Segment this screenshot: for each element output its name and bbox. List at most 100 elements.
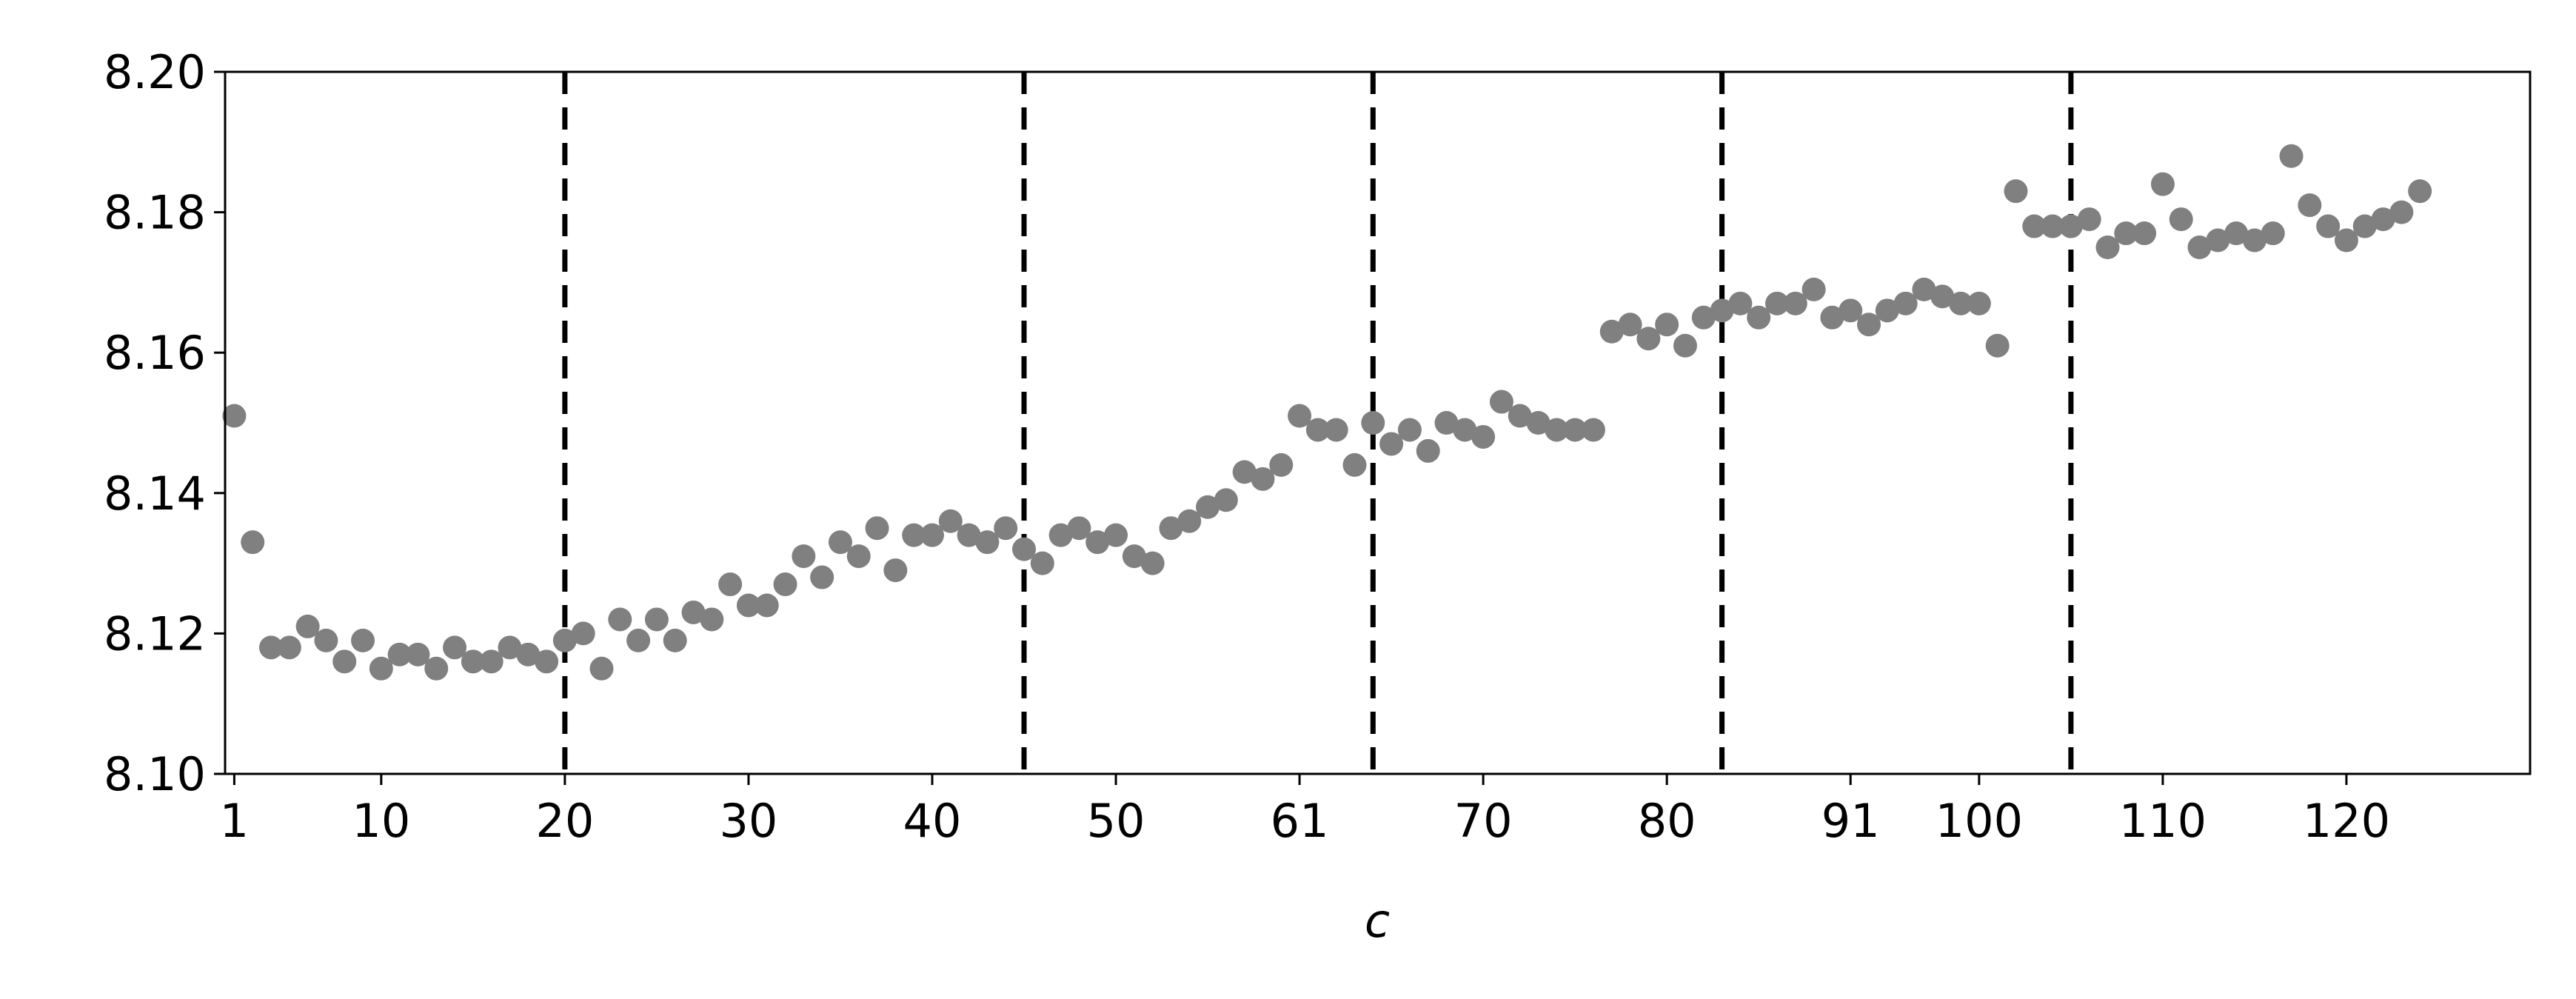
point [773,572,797,597]
x-tick-label: 40 [903,794,962,848]
point [241,530,265,555]
point [1085,530,1110,555]
point [755,593,779,618]
y-tick-label: 8.14 [104,467,206,521]
point [2298,193,2322,218]
point [369,656,393,681]
point [1765,291,1790,315]
point [1636,327,1661,351]
point [277,635,301,660]
point [2352,214,2377,238]
x-tick-label: 20 [535,794,594,848]
point [1581,418,1605,442]
x-tick-label: 100 [1936,794,2023,848]
point [1820,305,1844,330]
point [2041,214,2065,238]
point [1214,488,1238,512]
point [535,649,559,674]
plot-frame [224,70,2532,775]
point [498,635,522,660]
point [902,523,926,547]
y-tick-label: 8.18 [104,186,206,240]
point [1912,277,1936,301]
point [2408,179,2432,204]
point [1545,418,1569,442]
point [792,544,816,569]
point [700,607,724,632]
x-tick-label: 50 [1087,794,1145,848]
point [626,628,651,652]
point [1342,452,1367,477]
point [1397,418,1422,442]
point [2132,221,2157,246]
point [1508,404,1532,428]
point [1416,438,1440,463]
point [1104,523,1128,547]
point [1471,424,1496,449]
point [314,628,338,652]
point [1839,298,1863,323]
point [2022,214,2047,238]
point [2334,228,2358,253]
point [883,558,908,583]
point [2316,214,2341,238]
point [2242,228,2266,253]
point [2206,228,2230,253]
point [920,523,944,547]
point [552,628,577,652]
point [1140,551,1165,575]
point [1857,313,1881,337]
x-tick-label: 30 [719,794,777,848]
point [2389,200,2414,224]
point [1434,411,1459,435]
point [736,593,760,618]
point [1801,277,1826,301]
y-tick-label: 8.12 [104,607,206,661]
x-tick-label: 70 [1454,794,1513,848]
point [957,523,981,547]
point [2150,172,2175,196]
point [2077,207,2101,232]
point [1361,411,1385,435]
y-tick-label: 8.20 [104,45,206,99]
x-tick-label: 61 [1271,794,1329,848]
point [1269,452,1294,477]
point [1379,432,1404,456]
point [387,642,412,666]
point [718,572,743,597]
point [406,642,430,666]
point [351,628,375,652]
point [516,642,541,666]
point [1030,551,1054,575]
point [479,649,504,674]
point [589,656,614,681]
point [1177,509,1202,533]
point [1949,291,1973,315]
point [2371,207,2395,232]
point [2187,235,2212,259]
point [1122,544,1146,569]
point [1324,418,1348,442]
point [1930,284,1955,309]
point [2058,214,2083,238]
point [2095,235,2120,259]
point [1967,291,1991,315]
point [1489,390,1513,414]
point [865,516,889,541]
y-tick-label: 8.16 [104,326,206,380]
point [443,635,467,660]
point [1985,333,2010,358]
x-tick-label: 1 [220,794,249,848]
x-tick-label: 120 [2303,794,2390,848]
point [1710,298,1734,323]
point [846,544,871,569]
point [259,635,284,660]
point [1618,313,1642,337]
point [1747,305,1771,330]
point [681,600,706,624]
x-tick-label: 110 [2119,794,2207,848]
point [1655,313,1679,337]
point [1067,516,1091,541]
